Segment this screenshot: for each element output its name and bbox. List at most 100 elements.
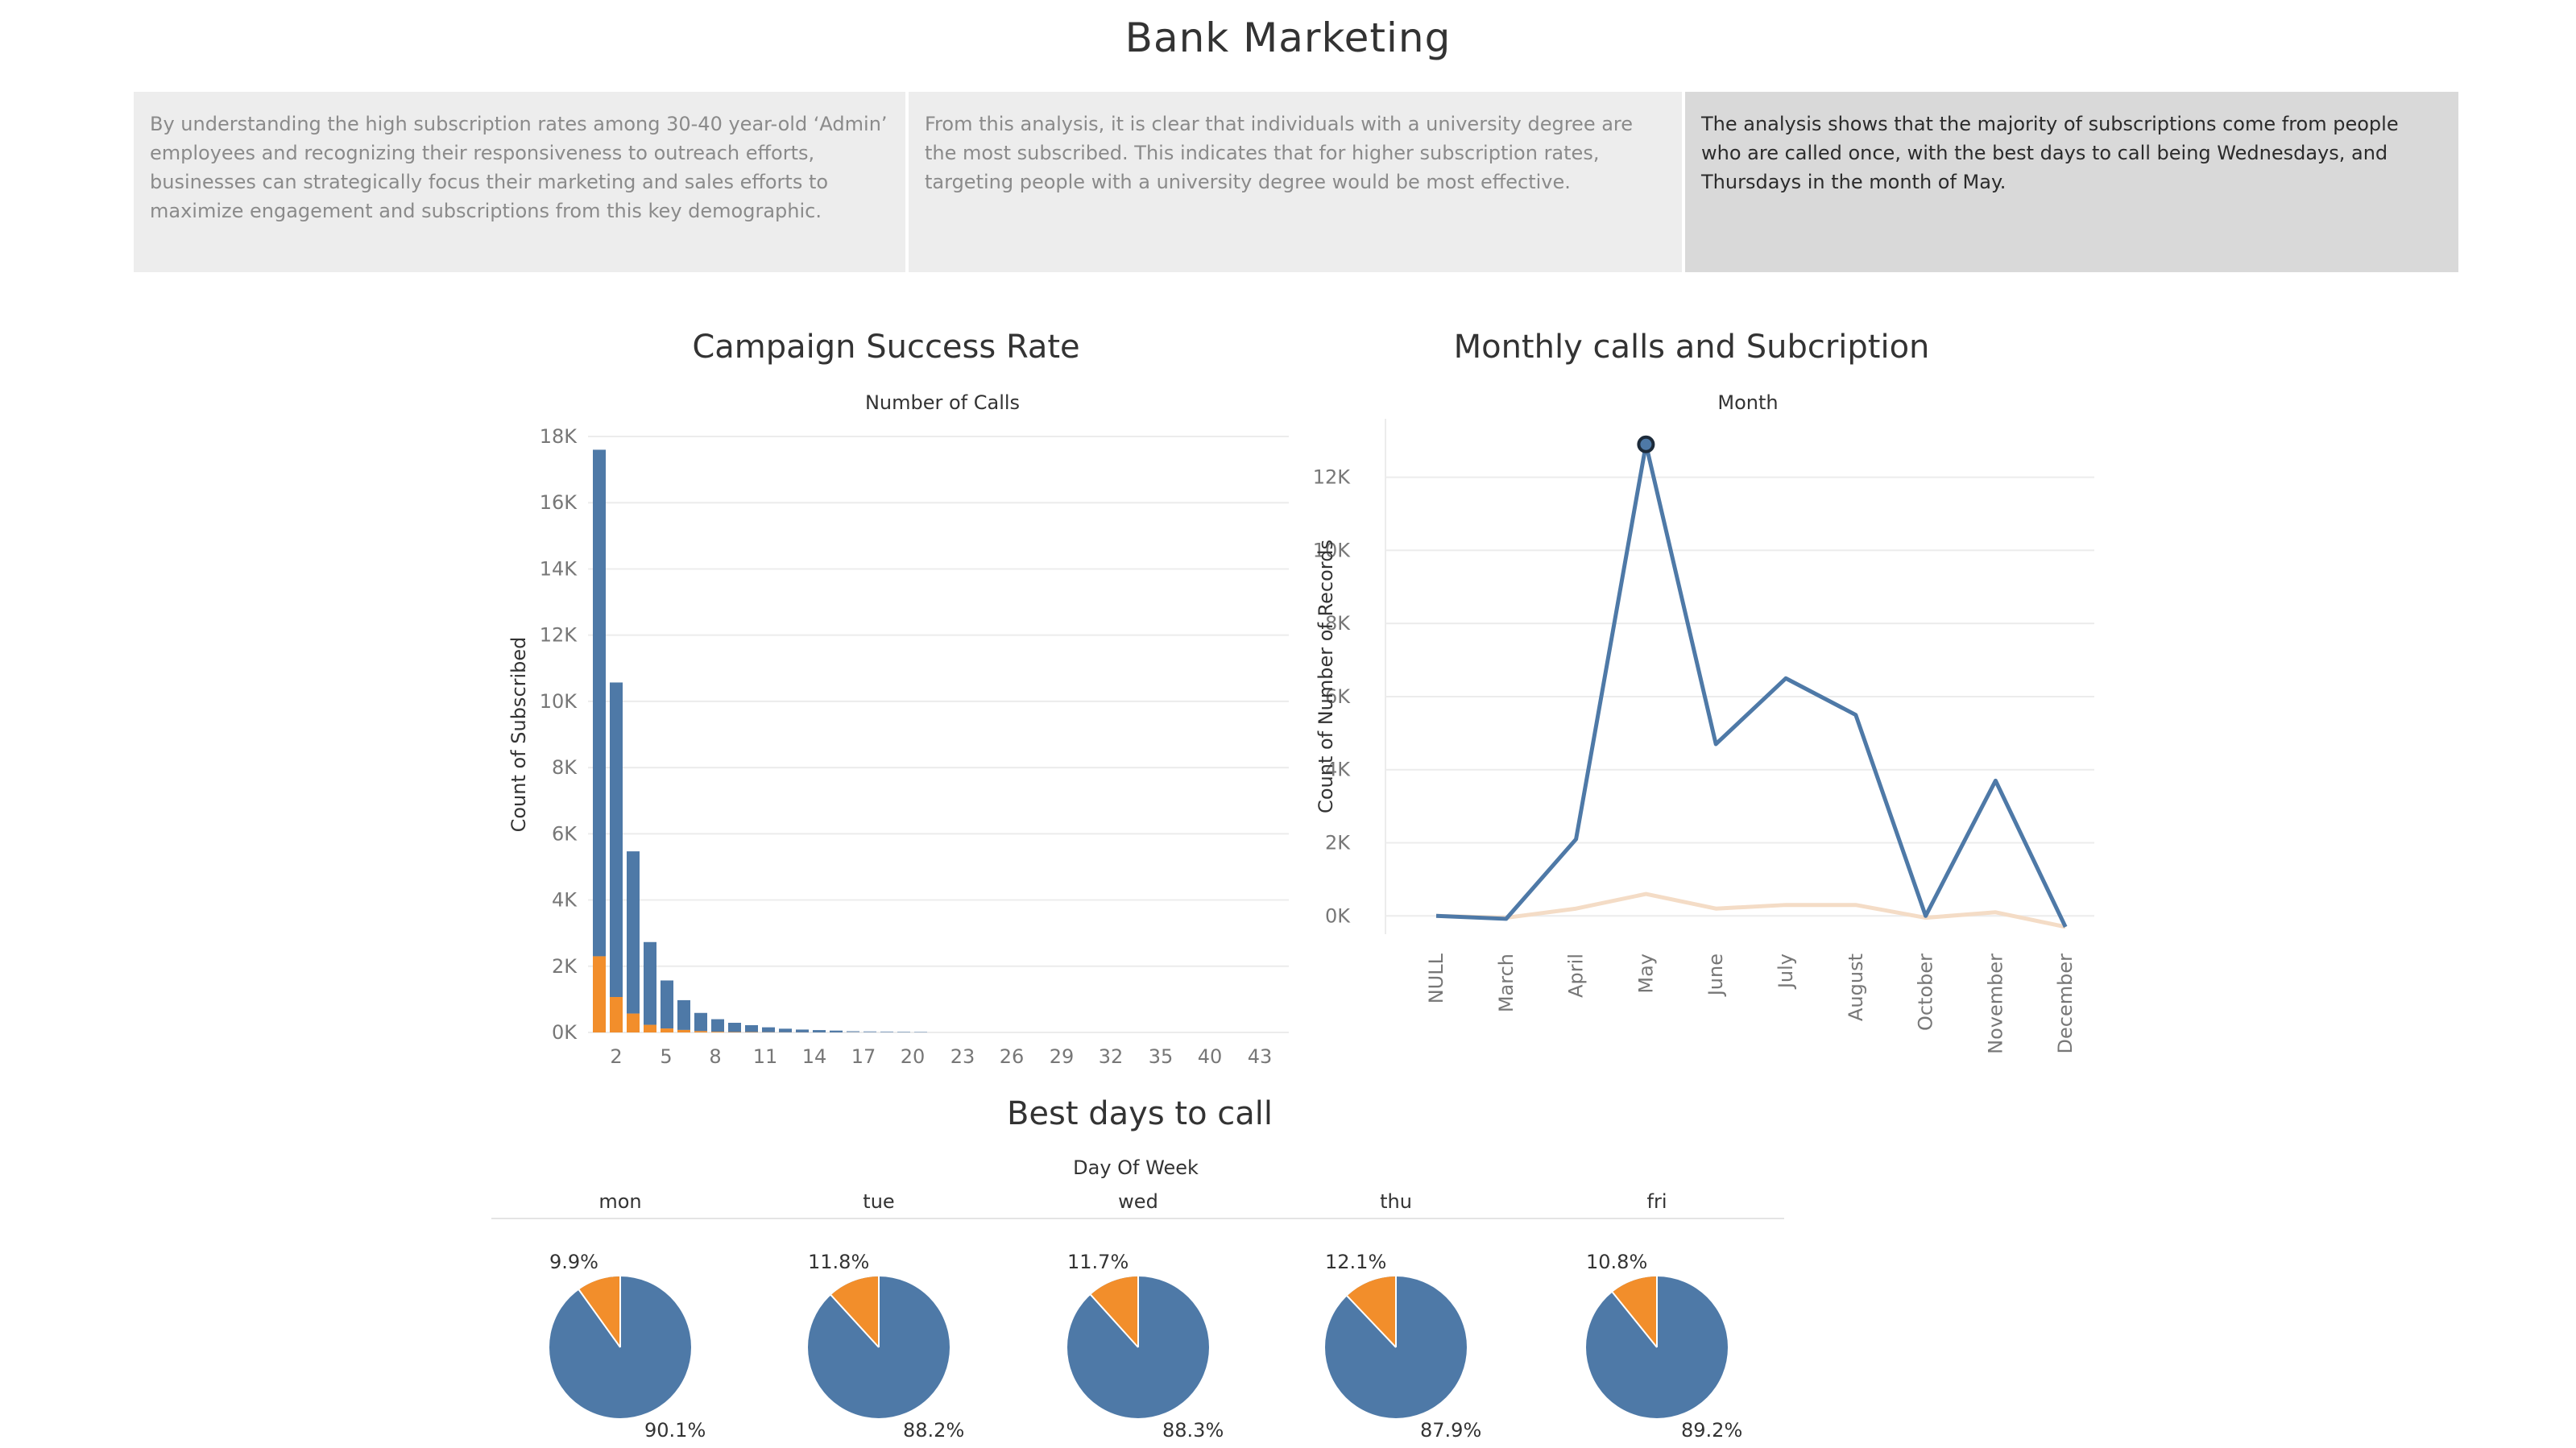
- bar-segment-not-subscribed: [644, 941, 656, 1025]
- bar-segment-not-subscribed: [627, 851, 640, 1014]
- bar-y-tick: 8K: [552, 756, 578, 779]
- bar-segment-not-subscribed: [728, 1022, 741, 1032]
- line-x-tick: June: [1704, 954, 1727, 997]
- bar-x-tick: 32: [1099, 1045, 1124, 1068]
- pie-chart-tue[interactable]: [798, 1267, 959, 1428]
- bar-segment-not-subscribed: [694, 1012, 707, 1032]
- bar-x-tick: 17: [851, 1045, 876, 1068]
- bar-segment-subscribed: [661, 1028, 673, 1032]
- bar-segment-subscribed: [627, 1013, 640, 1032]
- line-chart-x-caption: Month: [1717, 391, 1779, 414]
- bar-y-tick: 16K: [540, 491, 578, 514]
- pie-slice-divider: [1090, 1294, 1139, 1348]
- pie-slice-subscribed: [830, 1276, 879, 1347]
- pie-slice-divider: [578, 1289, 621, 1348]
- bar-x-tick: 20: [901, 1045, 926, 1068]
- page-title: Bank Marketing: [1124, 14, 1452, 61]
- line-y-tick: 12K: [1313, 466, 1352, 489]
- line-x-tick: April: [1565, 954, 1588, 998]
- bar-x-tick: 26: [1000, 1045, 1025, 1068]
- line-series-subscribed: [1435, 892, 2066, 929]
- bar-chart-x-caption: Number of Calls: [864, 391, 1021, 414]
- bar-segment-not-subscribed: [711, 1019, 724, 1032]
- line-x-tick: May: [1634, 954, 1657, 994]
- line-x-tick: December: [2054, 954, 2077, 1054]
- bar-segment-not-subscribed: [661, 980, 673, 1029]
- line-x-tick: October: [1915, 954, 1937, 1031]
- line-x-tick: November: [1984, 954, 2007, 1054]
- pie-day-label: fri: [1646, 1190, 1667, 1213]
- line-y-tick: 4K: [1325, 759, 1351, 781]
- pie-slice-subscribed: [1090, 1276, 1138, 1347]
- bar-segment-not-subscribed: [830, 1030, 843, 1032]
- pie-chart-mon[interactable]: [540, 1267, 701, 1428]
- line-y-tick: 6K: [1325, 685, 1351, 708]
- pie-slice-subscribed: [1612, 1276, 1657, 1347]
- line-x-tick: August: [1845, 954, 1867, 1021]
- pie-slice-divider: [1346, 1295, 1397, 1348]
- bar-x-tick: 11: [753, 1045, 778, 1068]
- pie-chart-title: Best days to call: [1006, 1095, 1274, 1132]
- bar-y-tick: 2K: [552, 955, 578, 978]
- line-y-label: Count of Number of Records: [1315, 540, 1337, 813]
- bar-segment-subscribed: [677, 1029, 690, 1032]
- pie-day-label: mon: [598, 1190, 642, 1213]
- pie-day-label: wed: [1118, 1190, 1158, 1213]
- bar-x-tick: 8: [709, 1045, 721, 1068]
- bar-segment-not-subscribed: [745, 1024, 758, 1032]
- pie-slice-subscribed: [1347, 1276, 1396, 1347]
- pie-header-rule: [491, 1218, 1784, 1219]
- bar-x-tick: 29: [1050, 1045, 1075, 1068]
- bar-x-tick: 5: [660, 1045, 672, 1068]
- bar-y-tick: 18K: [540, 425, 578, 448]
- bar-y-label: Count of Subscribed: [507, 637, 530, 833]
- line-y-tick: 2K: [1325, 832, 1351, 854]
- pie-chart-thu[interactable]: [1315, 1267, 1476, 1428]
- insight-card-timing[interactable]: The analysis shows that the majority of …: [1685, 92, 2458, 272]
- bar-y-tick: 4K: [552, 889, 578, 912]
- pie-slice-subscribed: [578, 1276, 620, 1347]
- line-series-calls: [1435, 442, 2068, 929]
- bar-y-tick: 14K: [540, 557, 578, 580]
- bar-y-tick: 6K: [552, 822, 578, 845]
- bar-x-tick: 40: [1198, 1045, 1223, 1068]
- line-peak-marker: [1637, 435, 1655, 453]
- bar-segment-subscribed: [694, 1031, 707, 1032]
- bar-segment-subscribed: [593, 956, 606, 1032]
- bar-segment-not-subscribed: [779, 1028, 792, 1032]
- bar-segment-not-subscribed: [677, 999, 690, 1030]
- bar-chart-title: Campaign Success Rate: [692, 329, 1080, 366]
- line-y-tick: 10K: [1313, 539, 1352, 561]
- bar-segment-subscribed: [644, 1024, 656, 1032]
- bar-y-tick: 10K: [540, 690, 578, 713]
- bar-y-tick: 0K: [552, 1021, 578, 1044]
- bar-segment-not-subscribed: [610, 682, 623, 998]
- bar-y-tick: 12K: [540, 624, 578, 647]
- bar-x-tick: 43: [1248, 1045, 1273, 1068]
- line-y-tick: 0K: [1325, 904, 1351, 927]
- bar-x-tick: 2: [610, 1045, 622, 1068]
- pie-chart-wed[interactable]: [1058, 1267, 1219, 1428]
- pie-chart-fri[interactable]: [1576, 1267, 1737, 1428]
- insight-card-demographic[interactable]: By understanding the high subscription r…: [134, 92, 905, 272]
- insight-card-education[interactable]: From this analysis, it is clear that ind…: [909, 92, 1682, 272]
- bar-segment-subscribed: [610, 997, 623, 1032]
- line-x-tick: NULL: [1425, 953, 1447, 1003]
- line-y-tick: 8K: [1325, 612, 1351, 635]
- line-chart-title: Monthly calls and Subcription: [1453, 329, 1930, 366]
- pie-day-label: tue: [863, 1190, 895, 1213]
- bar-segment-not-subscribed: [762, 1027, 775, 1032]
- bar-segment-not-subscribed: [813, 1030, 826, 1032]
- bar-x-tick: 14: [802, 1045, 827, 1068]
- bar-segment-not-subscribed: [796, 1029, 809, 1032]
- line-chart[interactable]: 0K 2K 4K 6K 8K 10K 12K Count of Number of Recor…: [1305, 419, 2118, 1055]
- pie-chart-x-caption: Day Of Week: [1073, 1156, 1199, 1179]
- line-x-tick: July: [1775, 954, 1797, 990]
- bar-x-tick: 35: [1149, 1045, 1174, 1068]
- line-x-tick: March: [1495, 954, 1518, 1012]
- pie-slice-divider: [1611, 1291, 1658, 1348]
- pie-slice-divider: [830, 1294, 880, 1348]
- pie-day-label: thu: [1380, 1190, 1412, 1213]
- bar-segment-not-subscribed: [593, 449, 606, 957]
- bar-chart[interactable]: 0K 2K 4K 6K 8K 10K 12K 14K 16K 18K Count of Subscr…: [483, 419, 1305, 1079]
